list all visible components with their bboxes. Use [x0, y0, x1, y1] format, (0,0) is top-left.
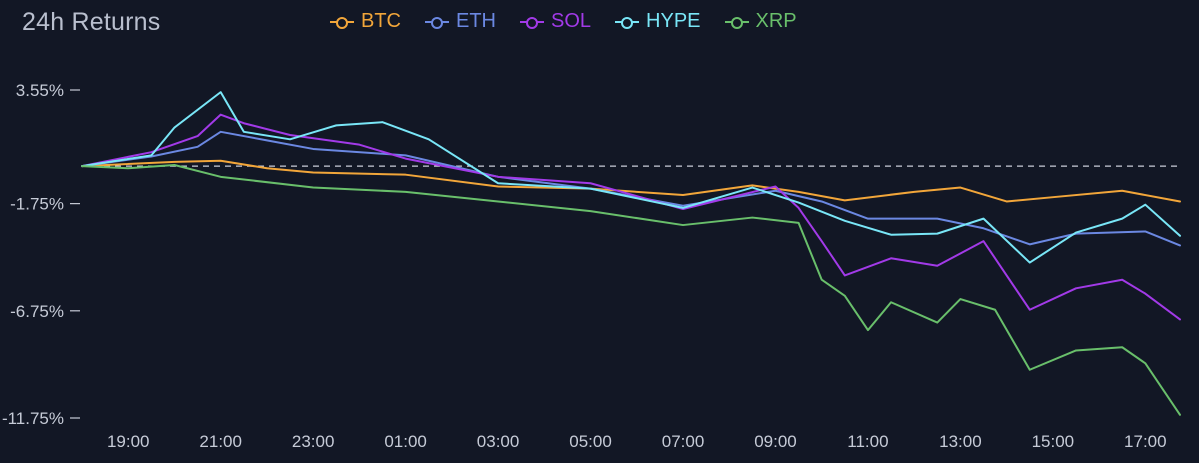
x-tick-label: 11:00	[847, 432, 888, 451]
y-tick-label: 3.55%	[16, 81, 64, 100]
chart-title: 24h Returns	[22, 8, 161, 36]
series-line-eth	[81, 130, 1181, 247]
x-tick-label: 21:00	[199, 432, 242, 451]
legend-marker-icon	[615, 15, 640, 29]
x-tick-label: 05:00	[569, 432, 612, 451]
x-tick-label: 23:00	[292, 432, 335, 451]
x-tick-label: 15:00	[1032, 432, 1075, 451]
series-line-btc	[81, 159, 1181, 203]
legend-item-eth[interactable]: ETH	[425, 10, 496, 33]
series-layer	[81, 91, 1181, 416]
x-tick-label: 13:00	[939, 432, 982, 451]
legend-label: SOL	[551, 10, 592, 32]
x-tick-label: 03:00	[477, 432, 520, 451]
series-line-hype	[81, 91, 1181, 264]
legend-marker-icon	[330, 15, 354, 29]
x-tick-label: 07:00	[662, 432, 705, 451]
x-tick-label: 19:00	[107, 432, 150, 451]
axis-layer: 3.55% -1.75% -6.75% -11.75% 19:00 21:00 23:00 0…	[2, 81, 1167, 451]
legend-item-sol[interactable]: SOL	[520, 10, 591, 33]
y-tick-label: -1.75%	[10, 195, 64, 214]
legend-marker-icon	[724, 15, 749, 29]
y-tick-label: -11.75%	[2, 409, 64, 428]
legend-marker-icon	[520, 15, 544, 29]
x-tick-label: 17:00	[1124, 432, 1167, 451]
legend-item-xrp[interactable]: XRP	[724, 10, 797, 33]
chart-legend: BTC ETH SOL HYPE XRP	[330, 10, 797, 33]
x-tick-label: 01:00	[384, 432, 427, 451]
legend-label: XRP	[755, 10, 797, 32]
legend-label: ETH	[456, 10, 496, 32]
series-line-xrp	[81, 164, 1181, 416]
legend-marker-icon	[425, 15, 449, 29]
legend-item-hype[interactable]: HYPE	[615, 10, 701, 33]
legend-item-btc[interactable]: BTC	[330, 10, 401, 33]
x-tick-label: 09:00	[754, 432, 797, 451]
y-tick-label: -6.75%	[10, 302, 64, 321]
legend-label: BTC	[361, 10, 401, 32]
legend-label: HYPE	[646, 10, 701, 32]
